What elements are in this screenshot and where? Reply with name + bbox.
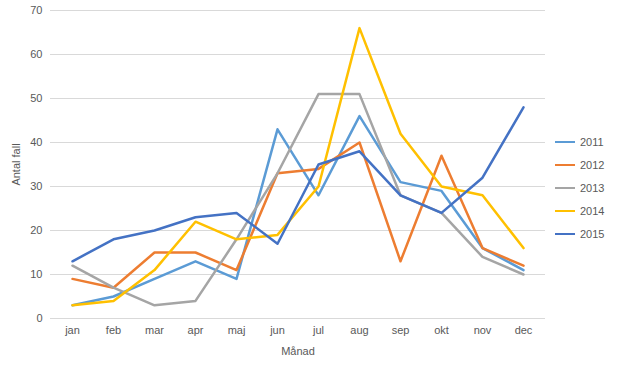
svg-text:40: 40 — [30, 136, 42, 148]
svg-text:sep: sep — [392, 324, 410, 336]
svg-text:0: 0 — [36, 312, 42, 324]
html-text:2012: 2012 — [580, 158, 605, 171]
svg-text:10: 10 — [30, 268, 42, 280]
svg-text:20: 20 — [30, 224, 42, 236]
html-text:2013: 2013 — [580, 181, 605, 194]
html-text:2014: 2014 — [580, 204, 605, 217]
svg-text:jan: jan — [64, 324, 80, 336]
svg-text:apr: apr — [188, 324, 204, 336]
svg-text:okt: okt — [434, 324, 449, 336]
svg-text:50: 50 — [30, 92, 42, 104]
html-text:2011: 2011 — [580, 135, 604, 148]
svg-text:mar: mar — [145, 324, 164, 336]
svg-text:dec: dec — [515, 324, 533, 336]
svg-text:Månad: Månad — [281, 345, 315, 357]
svg-text:70: 70 — [30, 4, 42, 16]
svg-text:aug: aug — [350, 324, 368, 336]
svg-text:feb: feb — [106, 324, 121, 336]
svg-text:jul: jul — [312, 324, 324, 336]
html-text:2015: 2015 — [580, 227, 605, 240]
svg-text:maj: maj — [228, 324, 246, 336]
svg-text:nov: nov — [474, 324, 492, 336]
svg-text:Antal fall: Antal fall — [10, 143, 22, 185]
svg-text:jun: jun — [269, 324, 285, 336]
svg-text:60: 60 — [30, 48, 42, 60]
svg-text:30: 30 — [30, 180, 42, 192]
